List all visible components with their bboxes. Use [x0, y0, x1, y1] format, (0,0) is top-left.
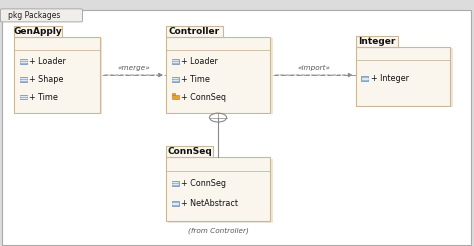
Text: ConnSeq: ConnSeq: [167, 147, 212, 156]
Bar: [172, 93, 175, 94]
FancyBboxPatch shape: [166, 146, 213, 157]
Text: + Shape: + Shape: [29, 75, 64, 84]
FancyBboxPatch shape: [358, 48, 453, 107]
Text: + ConnSeg: + ConnSeg: [181, 179, 226, 187]
FancyBboxPatch shape: [356, 47, 450, 106]
Bar: [172, 94, 179, 99]
Text: pkg Packages: pkg Packages: [8, 11, 60, 20]
Bar: [172, 77, 179, 82]
FancyBboxPatch shape: [14, 26, 62, 37]
Text: + ConnSeq: + ConnSeq: [181, 92, 226, 102]
Text: «import»: «import»: [298, 65, 331, 71]
Text: + Integer: + Integer: [371, 74, 409, 83]
Text: + Time: + Time: [181, 75, 210, 84]
FancyBboxPatch shape: [0, 9, 82, 22]
Bar: [20, 77, 27, 82]
Text: Integer: Integer: [358, 37, 395, 46]
FancyBboxPatch shape: [168, 38, 273, 114]
Bar: [20, 94, 27, 99]
Text: GenApply: GenApply: [14, 27, 62, 36]
FancyBboxPatch shape: [166, 37, 270, 113]
FancyBboxPatch shape: [17, 38, 102, 114]
Text: «merge»: «merge»: [118, 65, 151, 71]
Text: + Loader: + Loader: [181, 57, 218, 66]
FancyBboxPatch shape: [166, 157, 270, 221]
Bar: [172, 59, 179, 64]
Bar: [20, 59, 27, 64]
FancyBboxPatch shape: [168, 159, 273, 223]
FancyBboxPatch shape: [356, 36, 398, 47]
Bar: [172, 201, 179, 206]
Text: + Loader: + Loader: [29, 57, 66, 66]
FancyBboxPatch shape: [166, 26, 223, 37]
Text: (from Controller): (from Controller): [188, 228, 248, 234]
FancyBboxPatch shape: [2, 10, 471, 245]
Text: + NetAbstract: + NetAbstract: [181, 199, 238, 208]
Bar: [172, 181, 179, 185]
Bar: [361, 76, 368, 81]
Text: + Time: + Time: [29, 92, 58, 102]
FancyBboxPatch shape: [14, 37, 100, 113]
Text: Controller: Controller: [169, 27, 220, 36]
